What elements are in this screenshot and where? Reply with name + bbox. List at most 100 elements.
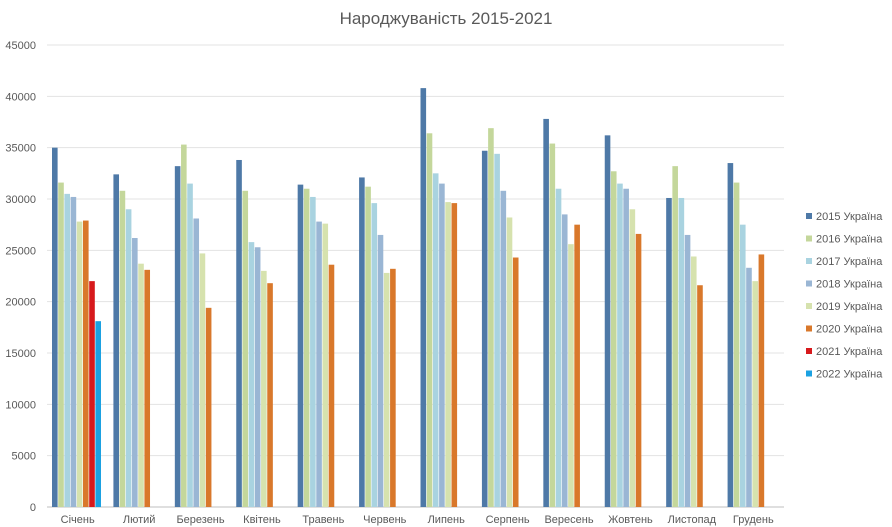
x-tick-label: Січень	[61, 514, 95, 526]
legend-swatch	[806, 235, 812, 242]
legend: 2015 Україна 2016 Україна 2017 Україна 2018…	[806, 211, 883, 381]
bar-11-1	[666, 197, 672, 507]
bar-6-4	[377, 234, 384, 507]
bar-5-3	[310, 196, 316, 508]
bar-3-5	[199, 253, 206, 507]
legend-label: 2015 Україна	[816, 211, 883, 223]
y-axis-ticks: 0 5000 10000 15000 20000 25000 30000 35000 40000…	[5, 40, 36, 514]
y-tick-label: 45000	[5, 40, 36, 52]
bar-4-2	[242, 190, 249, 507]
bar-6-6	[390, 268, 396, 507]
bar-4-6	[267, 283, 273, 507]
bar-2-2	[119, 190, 126, 507]
bar-12-2	[733, 182, 740, 507]
bar-2-4	[132, 238, 138, 507]
y-tick-label: 35000	[5, 143, 36, 155]
bar-3-2	[181, 144, 187, 507]
legend-swatch	[806, 280, 812, 287]
bar-11-4	[684, 234, 691, 507]
legend-label: 2018 Україна	[816, 279, 883, 291]
bar-10-2	[610, 171, 617, 507]
bar-10-1	[604, 135, 611, 507]
bar-5-1	[297, 184, 304, 508]
bar-6-2	[365, 186, 371, 507]
bar-2-1	[113, 174, 120, 508]
gridlines	[47, 44, 784, 508]
bar-8-5	[506, 217, 513, 508]
bar-3-1	[174, 166, 181, 507]
bar-1-6	[83, 220, 89, 507]
bar-9-5	[568, 244, 574, 507]
y-tick-label: 0	[30, 502, 36, 514]
bar-8-1	[481, 150, 488, 507]
bar-12-1	[727, 163, 734, 508]
bar-6-5	[383, 272, 390, 507]
bar-2-3	[125, 209, 132, 507]
legend-swatch	[806, 370, 812, 377]
x-axis-ticks: Січень Лютий Березень Квітень Травень Червень…	[61, 514, 774, 526]
legend-swatch	[806, 303, 812, 309]
bar-9-4	[561, 214, 568, 507]
bar-12-5	[752, 281, 758, 507]
bar-2-5	[138, 263, 144, 507]
x-tick-label: Липень	[428, 514, 466, 526]
bar-11-5	[690, 256, 697, 507]
bar-7-4	[439, 183, 445, 507]
x-tick-label: Квітень	[243, 514, 281, 526]
y-tick-label: 10000	[5, 399, 36, 411]
bar-11-3	[678, 197, 685, 507]
bar-1-4	[70, 196, 77, 508]
bar-1-8	[95, 321, 101, 507]
bar-10-4	[623, 188, 629, 507]
bar-4-3	[248, 242, 255, 507]
bar-7-3	[432, 173, 439, 508]
bar-10-3	[617, 183, 623, 507]
bar-7-6	[451, 203, 458, 507]
x-tick-label: Червень	[363, 514, 406, 526]
bar-8-3	[494, 153, 500, 507]
legend-swatch	[806, 325, 812, 332]
bar-1-3	[64, 193, 70, 507]
bar-4-5	[261, 270, 267, 507]
y-tick-label: 15000	[5, 348, 36, 360]
bar-5-4	[316, 221, 322, 507]
bar-9-2	[549, 143, 556, 507]
y-tick-label: 40000	[5, 91, 36, 103]
bar-3-6	[205, 307, 212, 507]
bar-5-2	[303, 188, 310, 507]
bar-12-4	[746, 267, 752, 507]
x-tick-label: Серпень	[486, 514, 530, 526]
bar-1-7	[89, 281, 95, 507]
y-tick-label: 25000	[5, 245, 36, 257]
legend-label: 2017 Україна	[816, 256, 883, 268]
bar-3-3	[187, 183, 193, 507]
bar-3-4	[193, 218, 200, 508]
bar-4-4	[254, 247, 261, 507]
bar-8-6	[512, 257, 519, 507]
legend-label: 2020 Україна	[816, 324, 883, 336]
bar-7-1	[420, 88, 427, 508]
bar-6-1	[359, 177, 365, 507]
legend-swatch	[806, 258, 812, 264]
bar-10-5	[629, 209, 636, 507]
x-tick-label: Лютий	[123, 514, 156, 526]
x-tick-label: Травень	[302, 514, 344, 526]
y-tick-label: 20000	[5, 297, 36, 309]
legend-swatch	[806, 348, 812, 354]
x-tick-label: Листопад	[668, 514, 717, 526]
chart-title: Народжуваність 2015-2021	[340, 9, 553, 28]
bar-12-3	[739, 224, 746, 507]
x-tick-label: Вересень	[544, 514, 593, 526]
bar-12-6	[758, 254, 765, 507]
bar-8-2	[488, 128, 494, 507]
bar-9-3	[555, 188, 562, 507]
bar-11-6	[697, 285, 703, 507]
bar-8-4	[500, 190, 507, 507]
bar-1-2	[58, 182, 64, 507]
bar-5-5	[322, 223, 329, 507]
bar-11-2	[672, 166, 678, 507]
bar-4-1	[236, 159, 242, 507]
bar-2-6	[144, 269, 151, 507]
legend-label: 2021 Україна	[816, 346, 883, 358]
